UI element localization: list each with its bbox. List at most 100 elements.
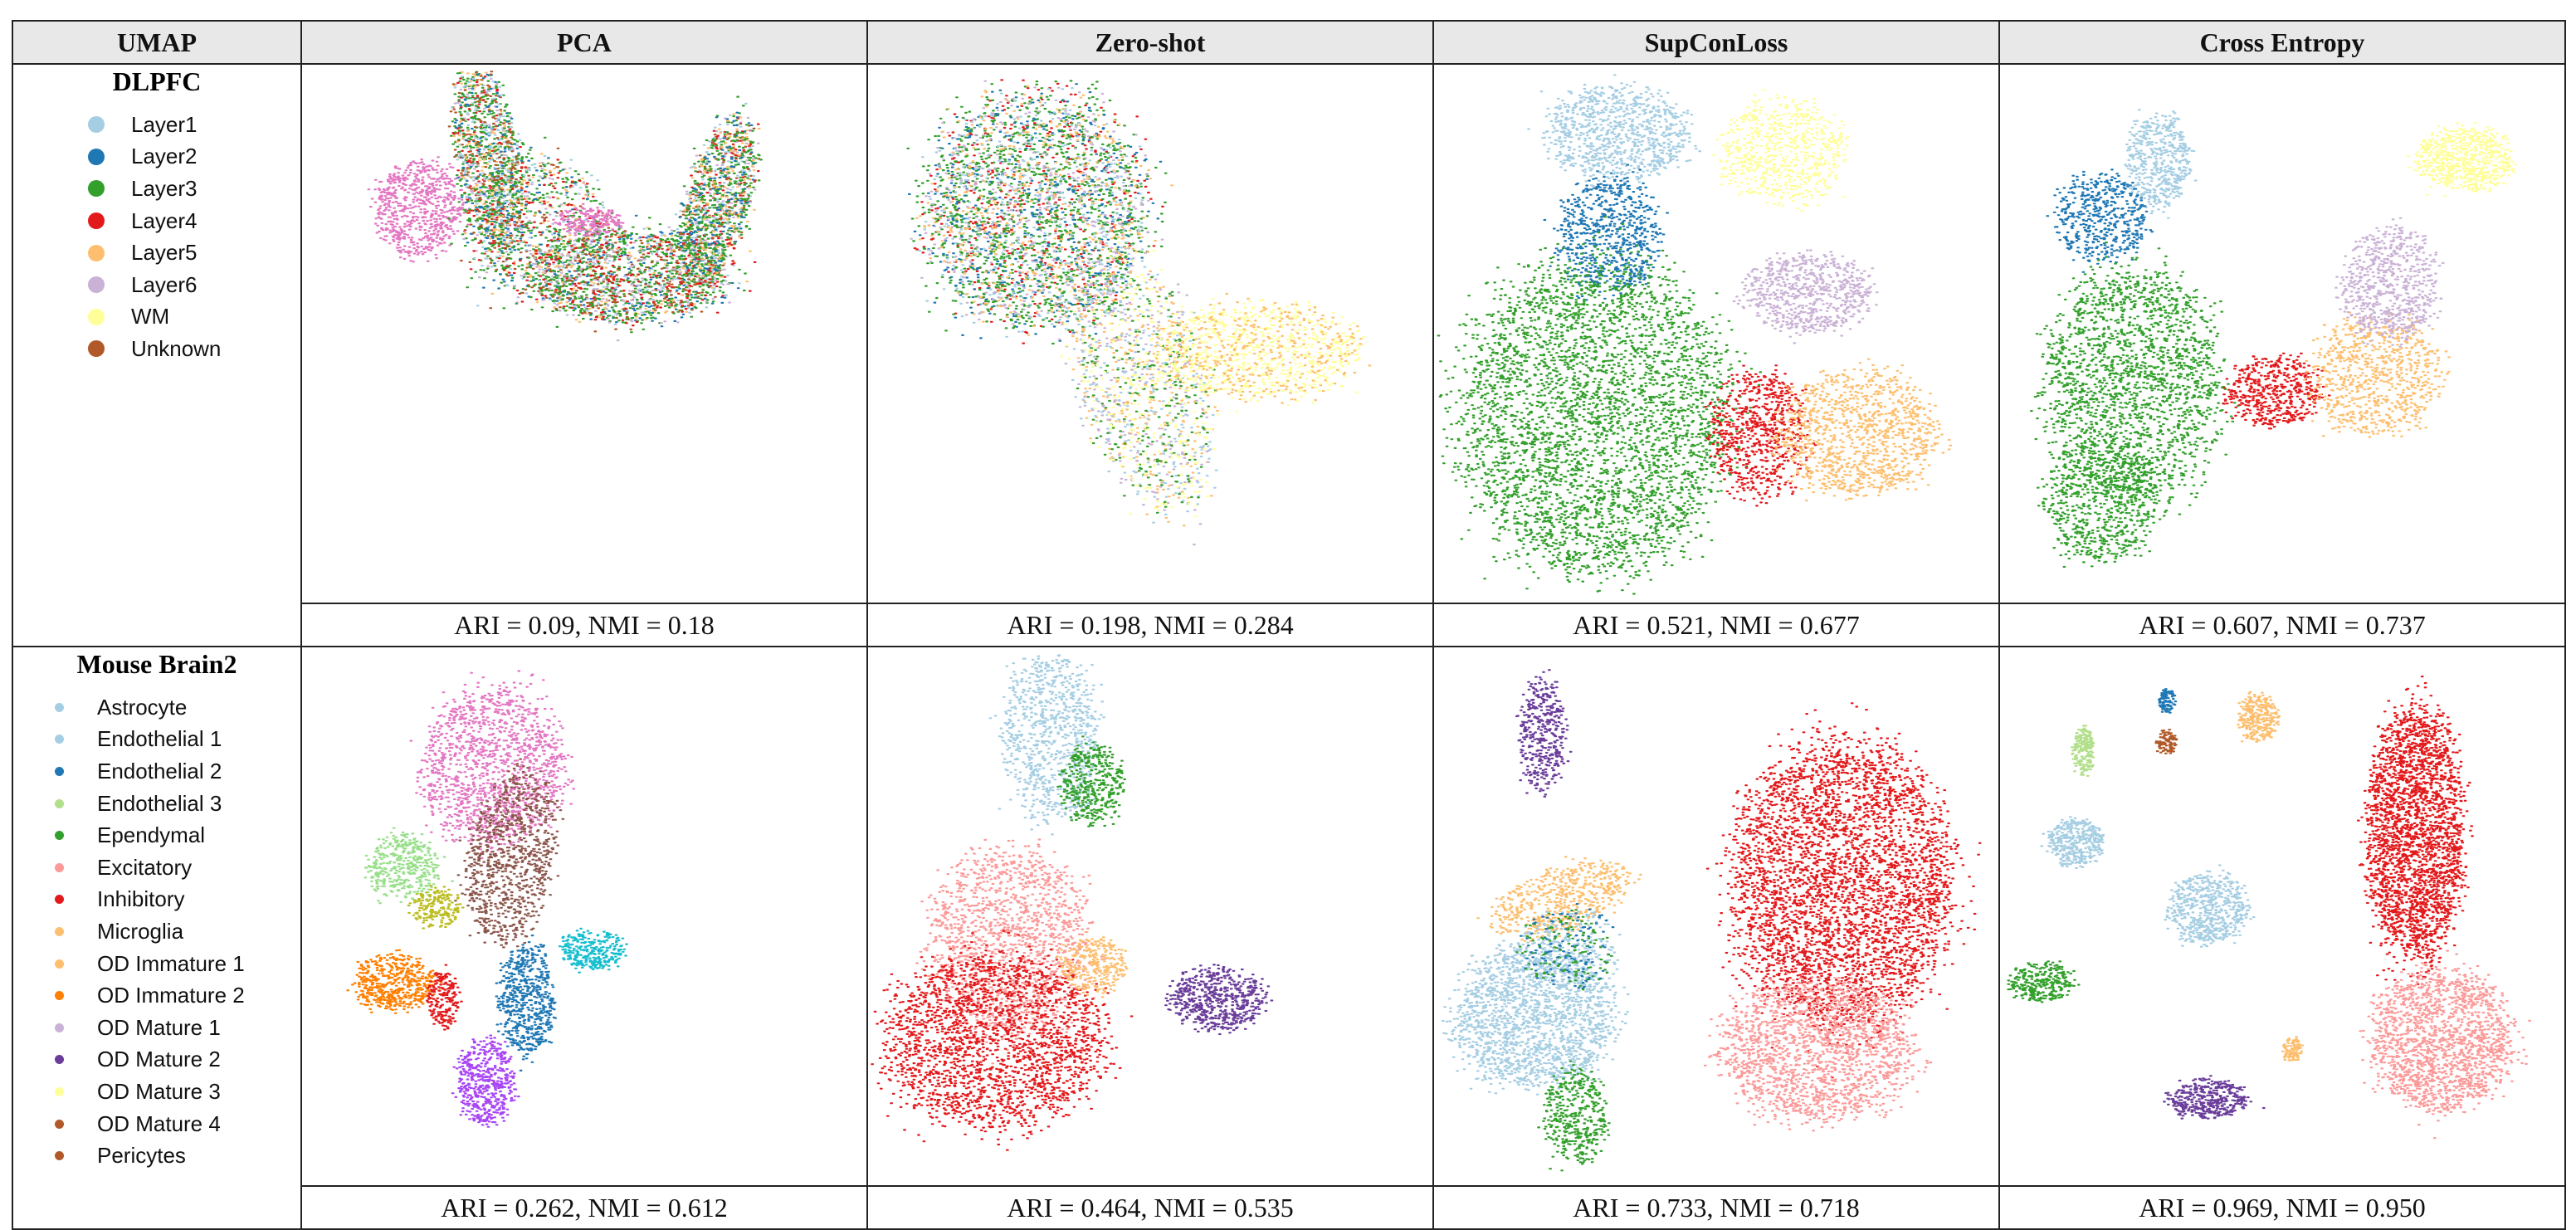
point-cloud <box>910 80 1164 348</box>
point-cloud <box>1164 964 1274 1036</box>
point-cloud <box>346 949 443 1014</box>
legend-label: Endothelial 3 <box>97 790 222 816</box>
metric-mousebrain-cross-entropy: ARI = 0.969, NMI = 0.950 <box>1998 1185 2566 1230</box>
legend-label: Pericytes <box>97 1143 186 1169</box>
legend-swatch <box>88 212 105 230</box>
dlpfc-legend-cell: DLPFC Layer1 Layer2 Layer3 Layer4 Layer5 Laye… <box>12 63 302 647</box>
legend-item: Layer6 <box>13 269 300 301</box>
plot-cell <box>300 63 868 604</box>
legend-item: Pericytes <box>13 1140 300 1172</box>
point-cloud <box>2406 122 2517 198</box>
legend-swatch <box>88 276 105 294</box>
legend-swatch <box>55 926 64 936</box>
point-cloud <box>1055 930 1129 998</box>
header-corner: UMAP <box>12 20 302 65</box>
point-cloud <box>915 85 1173 338</box>
point-cloud <box>367 156 470 263</box>
legend-label: Layer3 <box>131 175 198 201</box>
plot-cell <box>1998 63 2566 604</box>
point-cloud <box>1703 964 1933 1132</box>
legend-label: Inhibitory <box>97 886 185 912</box>
umap-comparison-figure: UMAP PCA Zero-shot SupConLoss Cross Entr… <box>12 20 2566 1230</box>
point-cloud <box>1767 358 1953 502</box>
umap-plot-mousebrain-cross-entropy <box>2007 676 2531 1140</box>
metric-mousebrain-pca: ARI = 0.262, NMI = 0.612 <box>300 1185 868 1230</box>
point-cloud <box>1442 930 1630 1096</box>
legend-label: WM <box>131 304 170 329</box>
plot-cell <box>300 646 868 1187</box>
umap-plot-mousebrain-pca <box>346 670 628 1128</box>
legend-swatch <box>55 735 64 744</box>
point-cloud <box>2046 168 2154 273</box>
umap-plot-dlpfc-zero-shot <box>906 79 1372 546</box>
point-cloud <box>1537 1060 1611 1172</box>
point-cloud <box>558 927 628 974</box>
legend-swatch <box>55 798 64 808</box>
legend-swatch <box>55 766 64 776</box>
legend-swatch <box>88 116 105 134</box>
point-cloud <box>425 964 463 1031</box>
point-cloud <box>552 203 625 242</box>
point-cloud <box>2237 691 2281 743</box>
legend-item: Layer4 <box>13 205 300 237</box>
point-cloud <box>2007 960 2081 1003</box>
point-cloud <box>447 71 530 263</box>
point-cloud <box>1515 669 1573 798</box>
dlpfc-plot-row: DLPFC Layer1 Layer2 Layer3 Layer4 Layer5 Laye… <box>12 63 2566 647</box>
legend-swatch <box>88 180 105 198</box>
scatter-points <box>906 79 1372 546</box>
legend-swatch <box>55 862 64 872</box>
point-cloud <box>363 827 454 905</box>
point-cloud <box>2302 311 2451 438</box>
legend-swatch <box>88 340 105 358</box>
umap-plot-mousebrain-zero-shot <box>871 654 1274 1151</box>
legend-swatch <box>88 148 105 165</box>
dataset-title-mouse-brain2: Mouse Brain2 <box>76 649 237 679</box>
plot-cell <box>866 646 1434 1187</box>
scatter-points <box>367 71 763 342</box>
metric-dlpfc-pca: ARI = 0.09, NMI = 0.18 <box>300 603 868 647</box>
point-cloud <box>871 930 1134 1151</box>
mousebrain-plot-row: Mouse Brain2 Astrocyte Endothelial 1 Endot… <box>12 646 2566 1230</box>
legend-swatch <box>55 1055 64 1065</box>
point-cloud <box>676 111 756 300</box>
point-cloud <box>512 222 757 327</box>
legend-item: Layer2 <box>13 141 300 173</box>
metric-mousebrain-supconloss: ARI = 0.733, NMI = 0.718 <box>1432 1185 2000 1230</box>
legend-swatch <box>55 959 64 969</box>
legend-item: Layer1 <box>13 109 300 141</box>
legend-swatch <box>55 1086 64 1096</box>
scatter-points <box>2030 109 2517 569</box>
legend-swatch <box>55 831 64 841</box>
point-cloud <box>1732 249 1879 344</box>
legend-item: Unknown <box>13 333 300 365</box>
point-cloud <box>1152 292 1372 404</box>
legend-label: Layer6 <box>131 271 198 297</box>
legend-item: Layer5 <box>13 237 300 269</box>
point-cloud <box>1056 735 1127 827</box>
point-cloud <box>451 1034 520 1128</box>
legend-label: Layer2 <box>131 144 198 169</box>
point-cloud <box>2036 424 2167 569</box>
point-cloud <box>2122 109 2198 219</box>
legend-swatch <box>55 1151 64 1161</box>
legend-swatch <box>55 702 64 712</box>
point-cloud <box>454 758 565 949</box>
legend-label: Unknown <box>131 335 222 361</box>
legend-item: Layer3 <box>13 173 300 205</box>
metric-dlpfc-supconloss: ARI = 0.521, NMI = 0.677 <box>1432 603 2000 647</box>
legend-item: Endothelial 1 <box>13 724 300 756</box>
legend-swatch <box>55 991 64 1001</box>
legend-label: Layer5 <box>131 240 198 266</box>
legend-item: OD Mature 1 <box>13 1012 300 1044</box>
point-cloud <box>988 654 1105 836</box>
point-cloud <box>2222 352 2331 430</box>
legend-label: Endothelial 1 <box>97 726 222 752</box>
legend-item: WM <box>13 301 300 334</box>
legend-item: Astrocyte <box>13 691 300 724</box>
legend-label: OD Mature 3 <box>97 1078 221 1104</box>
legend-swatch <box>55 1023 64 1032</box>
legend-item: Endothelial 2 <box>13 755 300 788</box>
dataset-title-dlpfc: DLPFC <box>112 66 202 96</box>
scatter-points <box>2007 676 2531 1140</box>
